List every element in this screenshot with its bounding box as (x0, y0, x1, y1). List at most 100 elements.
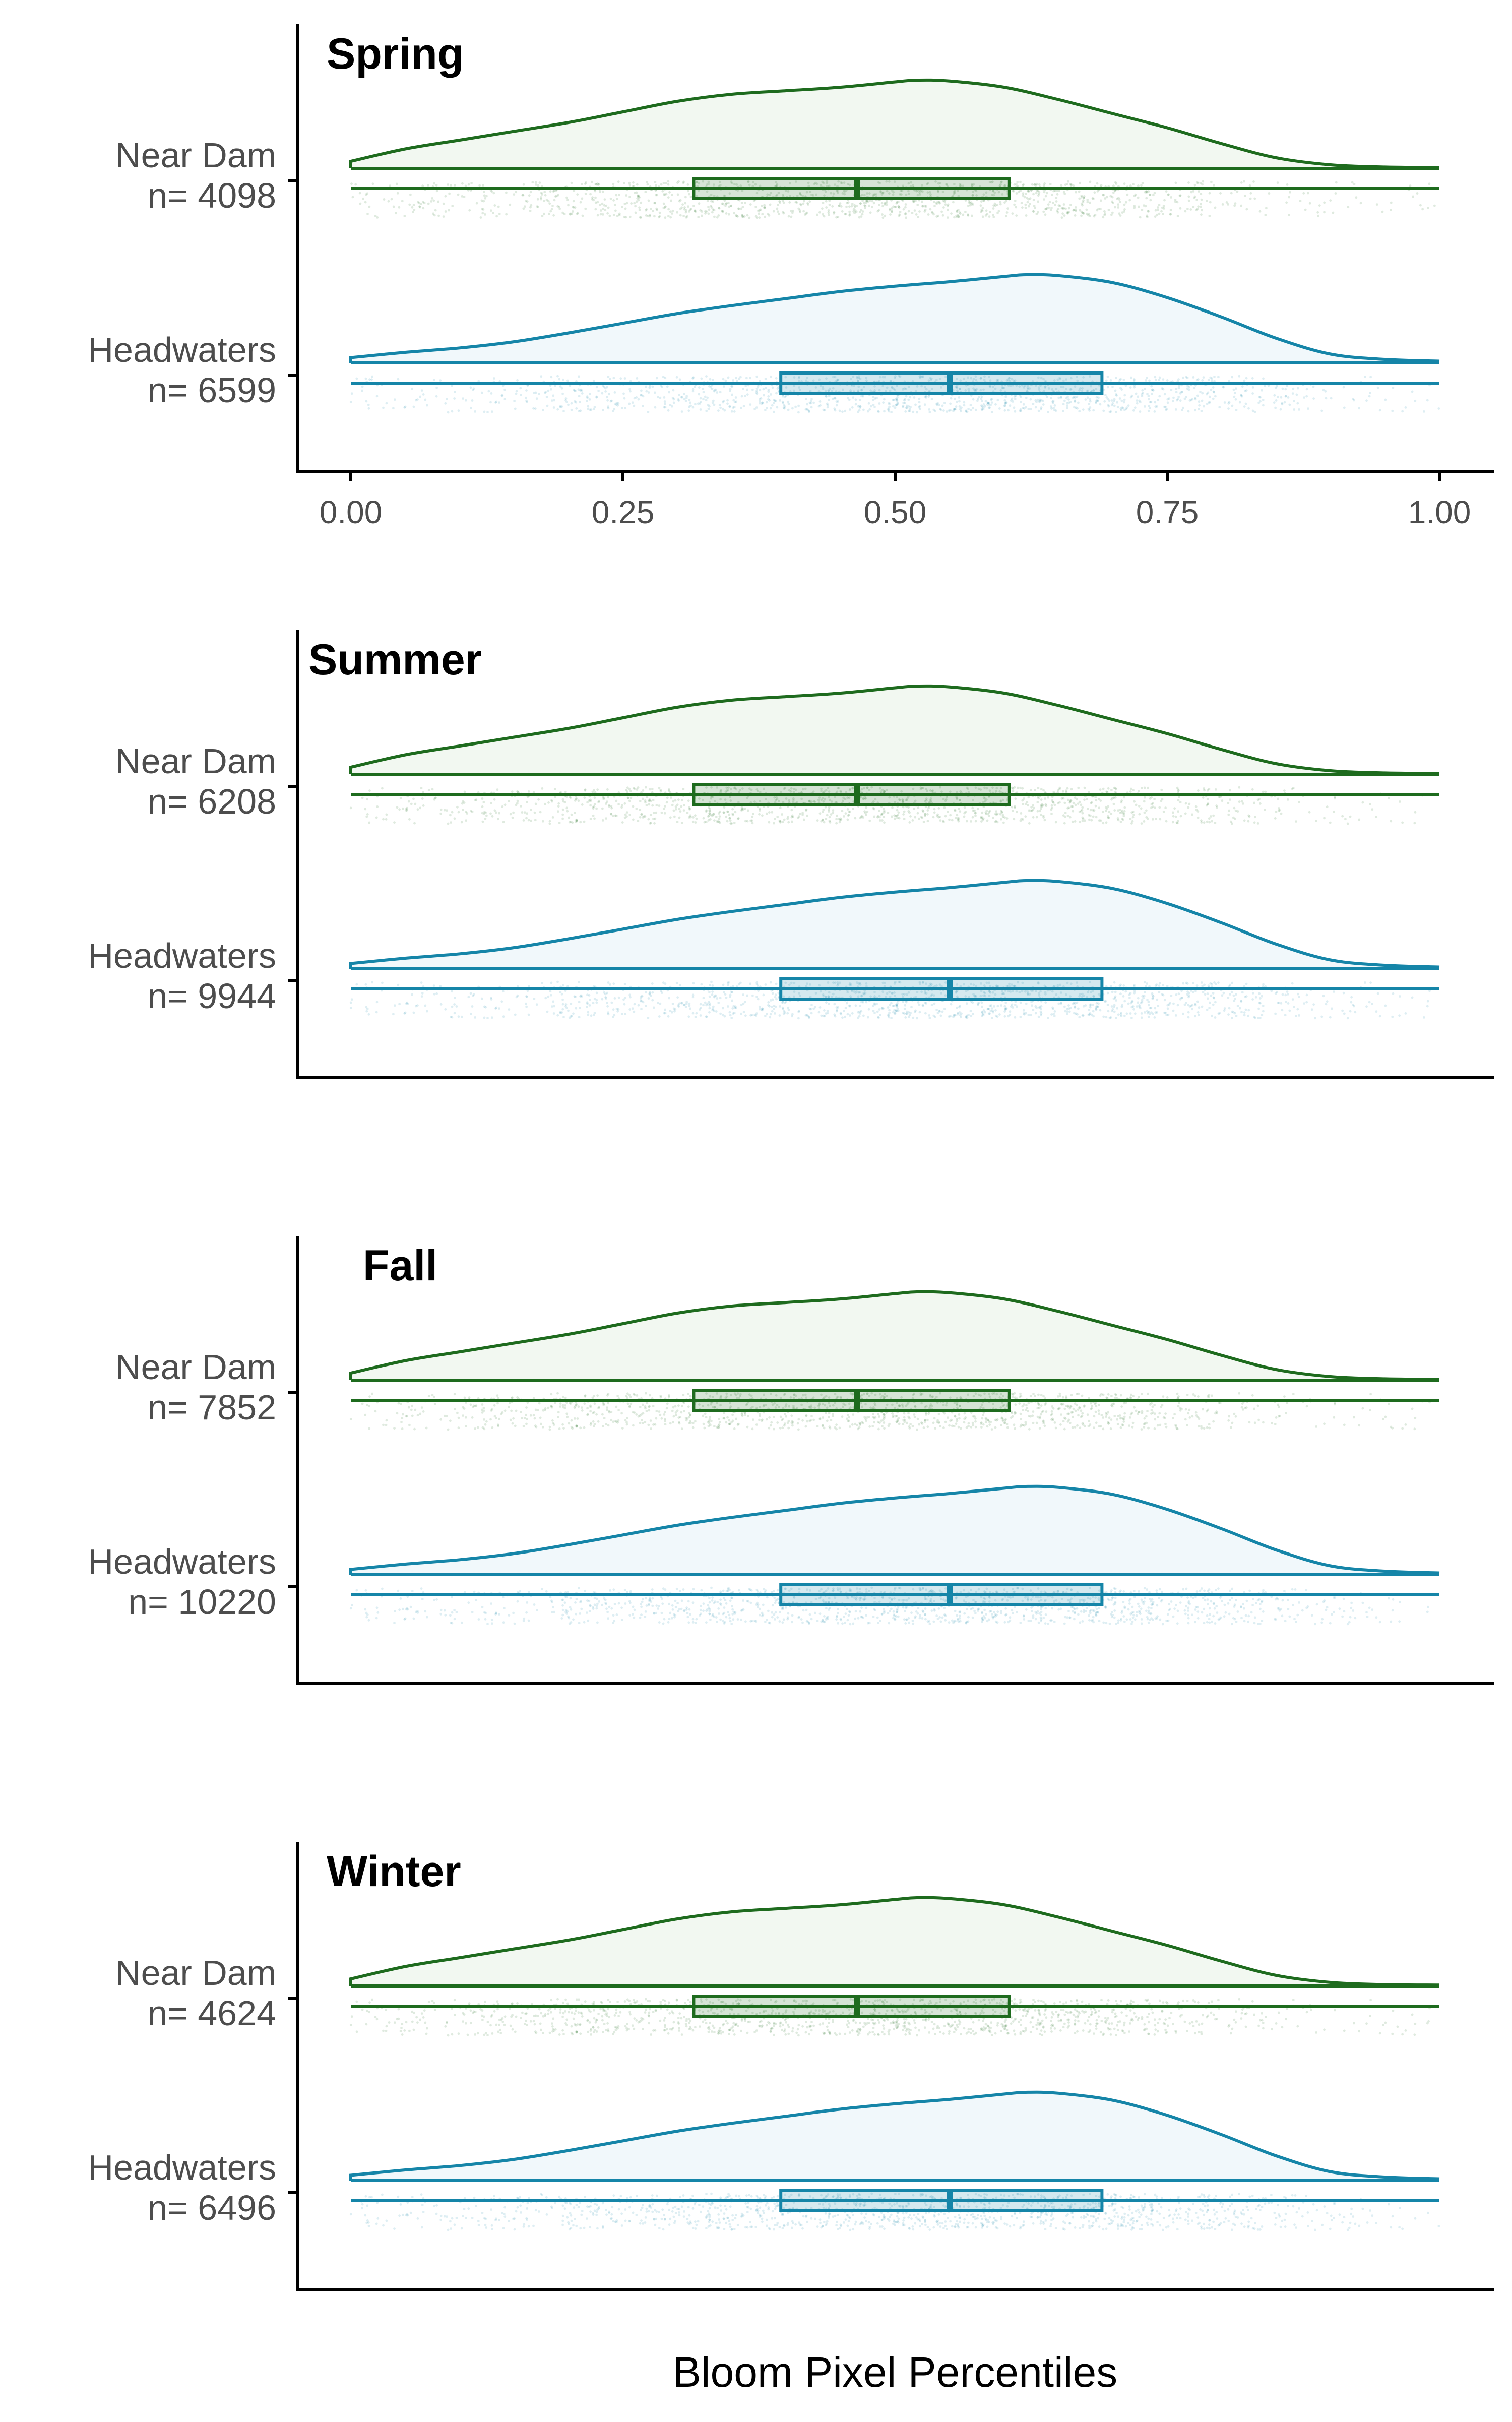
data-point (929, 208, 932, 211)
data-point (1154, 410, 1156, 413)
data-point (1075, 191, 1077, 194)
data-point (781, 813, 783, 816)
data-point (716, 391, 718, 394)
data-point (692, 1012, 695, 1015)
boxplot-box (694, 784, 1009, 804)
data-point (1152, 818, 1154, 821)
data-point (1097, 400, 1099, 402)
data-point (1227, 1013, 1230, 1016)
data-point (896, 396, 899, 399)
data-point (1214, 395, 1217, 398)
data-point (1401, 822, 1404, 824)
data-point (892, 405, 895, 408)
data-point (603, 204, 606, 207)
data-point (1178, 387, 1180, 389)
data-point (1201, 209, 1203, 212)
data-point (1144, 787, 1146, 789)
data-point (1067, 180, 1069, 183)
data-point (1241, 385, 1244, 388)
data-point (1257, 799, 1259, 801)
data-point (1229, 789, 1231, 792)
data-point (1132, 816, 1135, 819)
data-point (1027, 796, 1030, 798)
data-point (1197, 817, 1200, 819)
data-point (825, 1001, 828, 1004)
data-point (1052, 801, 1055, 804)
data-point (553, 199, 556, 202)
data-point (726, 820, 729, 823)
data-point (483, 191, 485, 193)
data-point (606, 788, 609, 791)
data-point (1365, 399, 1368, 402)
data-point (982, 215, 984, 218)
data-point (1284, 994, 1287, 997)
data-point (655, 804, 658, 806)
data-point (1123, 394, 1126, 397)
data-point (1132, 409, 1135, 412)
data-point (943, 1008, 946, 1010)
data-point (996, 399, 999, 401)
data-point (757, 210, 760, 212)
data-point (1201, 821, 1203, 824)
data-point (689, 405, 692, 407)
data-point (1108, 817, 1110, 819)
data-point (1264, 809, 1266, 811)
data-point (708, 208, 711, 211)
data-point (454, 391, 456, 393)
data-point (1325, 1003, 1328, 1006)
data-point (1151, 393, 1153, 395)
data-point (1369, 376, 1372, 378)
data-point (1170, 995, 1173, 997)
data-point (1150, 385, 1153, 388)
data-point (1203, 789, 1206, 792)
data-point (582, 215, 584, 217)
data-point (1236, 191, 1239, 193)
data-point (688, 1005, 691, 1007)
data-point (1141, 209, 1144, 211)
data-point (904, 1016, 907, 1019)
data-point (1050, 808, 1052, 811)
data-point (704, 212, 707, 215)
data-point (1227, 203, 1229, 206)
data-point (389, 184, 391, 187)
data-point (1003, 404, 1006, 407)
data-point (767, 398, 770, 401)
data-point (1014, 395, 1017, 397)
data-point (1115, 393, 1117, 396)
data-point (365, 400, 368, 403)
data-point (749, 403, 751, 406)
data-point (1050, 407, 1053, 410)
data-point (1388, 797, 1390, 799)
data-point (554, 788, 556, 790)
data-point (773, 402, 775, 404)
data-point (607, 207, 610, 209)
data-point (584, 788, 587, 791)
data-point (985, 209, 988, 212)
data-point (481, 212, 484, 214)
data-point (700, 408, 702, 411)
data-point (1070, 183, 1073, 186)
data-point (1369, 392, 1371, 394)
data-point (717, 821, 720, 823)
data-point (914, 816, 916, 819)
data-point (543, 200, 545, 202)
data-point (912, 411, 914, 413)
data-point (1037, 200, 1039, 203)
data-point (1330, 397, 1333, 400)
data-point (958, 820, 960, 823)
data-point (825, 818, 828, 820)
data-point (676, 376, 678, 379)
data-point (829, 816, 831, 819)
data-point (666, 386, 669, 388)
data-point (1074, 400, 1076, 403)
data-point (435, 395, 438, 398)
data-point (1296, 394, 1298, 396)
data-point (1045, 804, 1047, 807)
data-point (762, 402, 764, 404)
data-point (1115, 999, 1117, 1002)
data-point (708, 1011, 711, 1014)
data-point (877, 815, 879, 818)
data-point (1253, 821, 1256, 824)
data-point (544, 803, 546, 805)
data-point (1241, 800, 1243, 803)
